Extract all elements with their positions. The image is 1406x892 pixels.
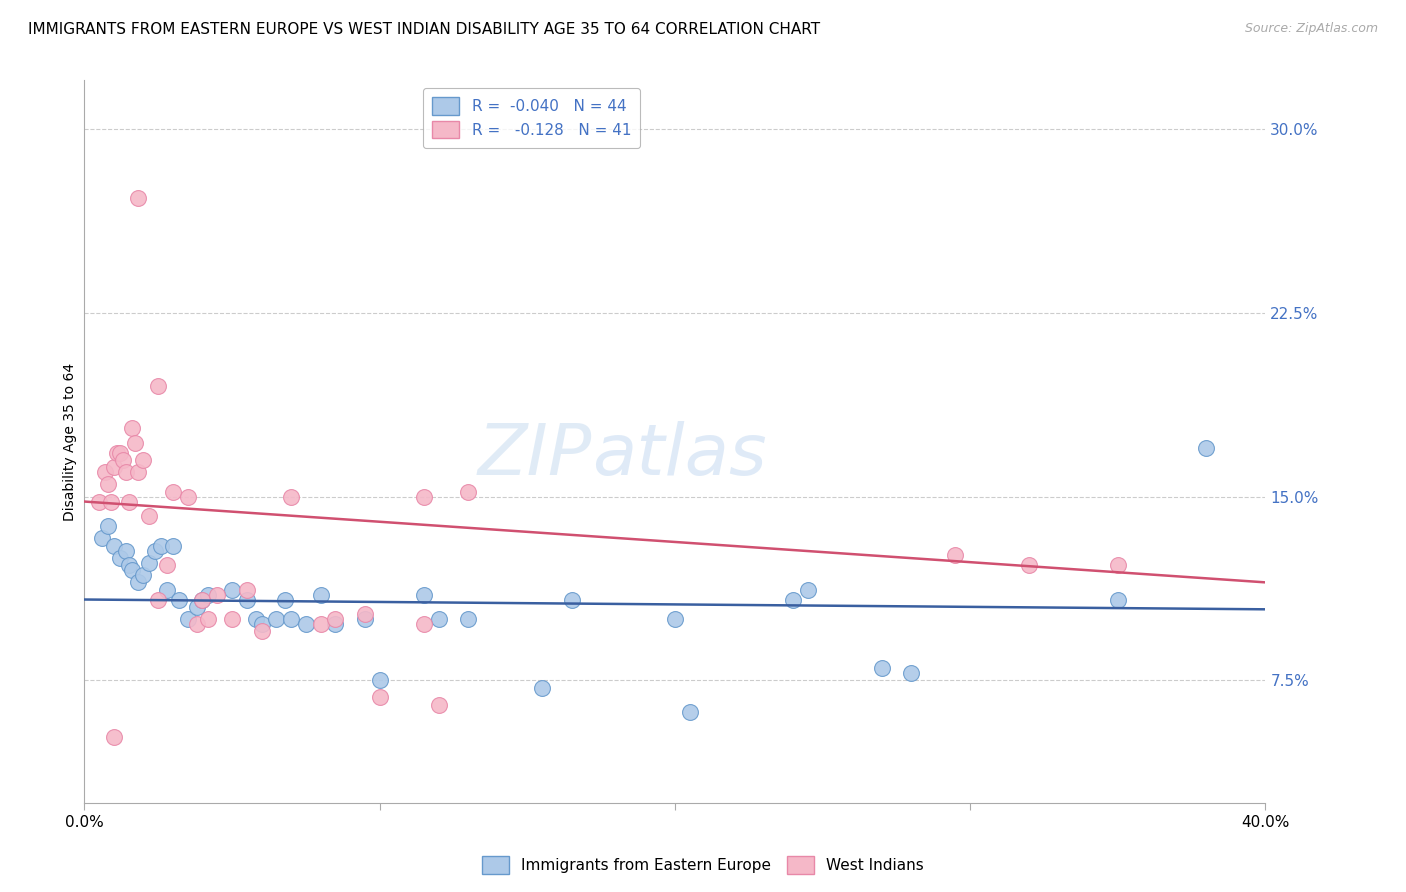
- Legend: R =  -0.040   N = 44, R =   -0.128   N = 41: R = -0.040 N = 44, R = -0.128 N = 41: [423, 88, 640, 148]
- Point: [295, 617, 318, 632]
- Point: [124, 435, 146, 450]
- Point: [427, 698, 450, 712]
- Point: [236, 582, 259, 597]
- Point: [354, 612, 377, 626]
- Point: [121, 563, 143, 577]
- Text: IMMIGRANTS FROM EASTERN EUROPE VS WEST INDIAN DISABILITY AGE 35 TO 64 CORRELATIO: IMMIGRANTS FROM EASTERN EUROPE VS WEST I…: [28, 22, 820, 37]
- Point: [236, 592, 259, 607]
- Point: [1107, 592, 1129, 607]
- Point: [156, 582, 179, 597]
- Point: [87, 494, 111, 508]
- Point: [111, 453, 134, 467]
- Point: [221, 612, 243, 626]
- Point: [118, 558, 141, 573]
- Point: [108, 445, 131, 459]
- Point: [325, 612, 347, 626]
- Point: [266, 612, 288, 626]
- Point: [103, 460, 125, 475]
- Point: [309, 588, 332, 602]
- Point: [309, 617, 332, 632]
- Point: [103, 539, 125, 553]
- Point: [191, 592, 214, 607]
- Point: [177, 490, 200, 504]
- Point: [197, 612, 219, 626]
- Point: [413, 490, 436, 504]
- Point: [413, 588, 436, 602]
- Point: [132, 568, 155, 582]
- Point: [870, 661, 893, 675]
- Point: [108, 550, 131, 565]
- Point: [177, 612, 200, 626]
- Point: [114, 465, 136, 479]
- Text: atlas: atlas: [592, 422, 766, 491]
- Point: [368, 673, 391, 688]
- Point: [900, 665, 922, 680]
- Point: [1195, 441, 1218, 455]
- Point: [782, 592, 804, 607]
- Point: [162, 484, 184, 499]
- Y-axis label: Disability Age 35 to 64: Disability Age 35 to 64: [63, 362, 77, 521]
- Point: [457, 612, 479, 626]
- Point: [221, 582, 243, 597]
- Point: [354, 607, 377, 622]
- Point: [280, 612, 302, 626]
- Point: [1107, 558, 1129, 573]
- Point: [531, 681, 554, 695]
- Point: [167, 592, 190, 607]
- Point: [250, 624, 273, 639]
- Point: [1018, 558, 1040, 573]
- Point: [191, 592, 214, 607]
- Point: [413, 617, 436, 632]
- Point: [91, 531, 114, 545]
- Point: [162, 539, 184, 553]
- Point: [100, 494, 122, 508]
- Point: [186, 617, 208, 632]
- Point: [797, 582, 820, 597]
- Point: [138, 509, 160, 524]
- Point: [114, 543, 136, 558]
- Point: [664, 612, 686, 626]
- Point: [197, 588, 219, 602]
- Point: [156, 558, 179, 573]
- Point: [94, 465, 117, 479]
- Point: [274, 592, 297, 607]
- Point: [250, 617, 273, 632]
- Point: [561, 592, 583, 607]
- Point: [280, 490, 302, 504]
- Point: [148, 592, 170, 607]
- Point: [118, 494, 141, 508]
- Point: [105, 445, 128, 459]
- Point: [150, 539, 173, 553]
- Point: [97, 477, 120, 491]
- Point: [127, 465, 149, 479]
- Point: [427, 612, 450, 626]
- Point: [207, 588, 229, 602]
- Point: [103, 730, 125, 744]
- Point: [679, 705, 702, 719]
- Point: [127, 575, 149, 590]
- Text: ZIP: ZIP: [478, 422, 592, 491]
- Point: [245, 612, 267, 626]
- Point: [138, 556, 160, 570]
- Text: Source: ZipAtlas.com: Source: ZipAtlas.com: [1244, 22, 1378, 36]
- Point: [132, 453, 155, 467]
- Point: [368, 690, 391, 705]
- Point: [186, 599, 208, 614]
- Point: [121, 421, 143, 435]
- Point: [143, 543, 166, 558]
- Point: [97, 519, 120, 533]
- Legend: Immigrants from Eastern Europe, West Indians: Immigrants from Eastern Europe, West Ind…: [475, 850, 931, 880]
- Point: [457, 484, 479, 499]
- Point: [127, 191, 149, 205]
- Point: [325, 617, 347, 632]
- Point: [945, 549, 967, 563]
- Point: [148, 379, 170, 393]
